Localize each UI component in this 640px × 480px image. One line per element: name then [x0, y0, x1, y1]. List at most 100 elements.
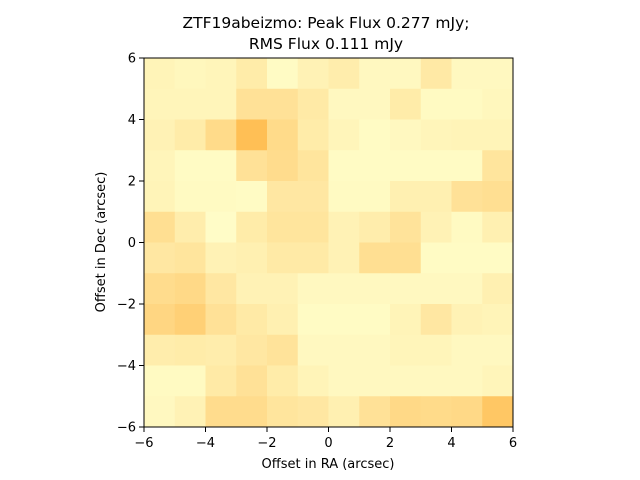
heatmap-cell	[205, 334, 237, 366]
heatmap-cell	[451, 365, 483, 397]
heatmap-cell	[390, 273, 422, 305]
heatmap-cell	[482, 119, 514, 151]
heatmap-cell	[236, 242, 268, 274]
heatmap-cell	[359, 181, 391, 213]
heatmap-cell	[420, 211, 452, 243]
heatmap-cell	[390, 88, 422, 120]
heatmap-cell	[205, 119, 237, 151]
heatmap-cell	[297, 58, 329, 90]
heatmap-cell	[297, 181, 329, 213]
heatmap-cell	[390, 150, 422, 182]
heatmap-cell	[328, 273, 360, 305]
heatmap-cell	[174, 88, 206, 120]
x-tick-label: −4	[196, 436, 215, 451]
heatmap-cell	[328, 396, 360, 428]
heatmap-cell	[267, 150, 299, 182]
heatmap-cell	[236, 150, 268, 182]
heatmap-cell	[174, 58, 206, 90]
heatmap-cell	[297, 273, 329, 305]
heatmap-cell	[420, 58, 452, 90]
heatmap-cell	[328, 211, 360, 243]
heatmap-cell	[359, 304, 391, 336]
heatmap-cell	[297, 242, 329, 274]
heatmap-cell	[328, 304, 360, 336]
heatmap-cell	[451, 150, 483, 182]
heatmap-cell	[451, 273, 483, 305]
heatmap-cell	[144, 242, 176, 274]
y-tick-label: 6	[128, 52, 136, 67]
heatmap-cell	[205, 88, 237, 120]
heatmap-cell	[359, 365, 391, 397]
heatmap-cell	[420, 150, 452, 182]
heatmap-cell	[174, 334, 206, 366]
heatmap-cell	[144, 211, 176, 243]
y-axis-ticks: −6 −4 −2 0 2 4 6	[117, 52, 144, 436]
heatmap-cell	[420, 304, 452, 336]
y-tick-label: −2	[117, 298, 136, 313]
heatmap-cell	[174, 150, 206, 182]
heatmap-cell	[297, 396, 329, 428]
heatmap-cell	[297, 150, 329, 182]
heatmap-cell	[420, 365, 452, 397]
heatmap-cell	[174, 119, 206, 151]
y-tick-label: 4	[128, 113, 136, 128]
heatmap-cell	[482, 211, 514, 243]
heatmap-cell	[144, 273, 176, 305]
heatmap-cell	[236, 119, 268, 151]
heatmap-cell	[482, 58, 514, 90]
heatmap-cell	[451, 88, 483, 120]
heatmap-cell	[297, 334, 329, 366]
heatmap-cell	[420, 88, 452, 120]
heatmap-cell	[482, 88, 514, 120]
y-tick-label: 0	[128, 236, 136, 251]
heatmap-cells	[144, 58, 514, 428]
heatmap-cell	[451, 304, 483, 336]
heatmap-cell	[359, 58, 391, 90]
heatmap-cell	[359, 334, 391, 366]
heatmap-cell	[420, 181, 452, 213]
heatmap-cell	[328, 242, 360, 274]
x-tick-label: 0	[324, 436, 332, 451]
heatmap-cell	[328, 58, 360, 90]
heatmap-cell	[236, 396, 268, 428]
heatmap-cell	[451, 334, 483, 366]
heatmap-cell	[267, 58, 299, 90]
y-tick-label: −4	[117, 359, 136, 374]
heatmap-cell	[236, 273, 268, 305]
x-tick-label: 6	[509, 436, 517, 451]
heatmap-cell	[390, 334, 422, 366]
heatmap-cell	[482, 181, 514, 213]
heatmap-cell	[451, 396, 483, 428]
heatmap-cell	[267, 365, 299, 397]
heatmap-cell	[390, 242, 422, 274]
heatmap-cell	[297, 365, 329, 397]
heatmap-cell	[359, 396, 391, 428]
heatmap-cell	[267, 273, 299, 305]
heatmap-cell	[482, 334, 514, 366]
x-tick-label: −2	[257, 436, 276, 451]
heatmap-cell	[390, 396, 422, 428]
heatmap-cell	[390, 304, 422, 336]
heatmap-cell	[267, 242, 299, 274]
heatmap-cell	[236, 181, 268, 213]
heatmap-cell	[420, 396, 452, 428]
heatmap-cell	[144, 150, 176, 182]
heatmap-cell	[328, 365, 360, 397]
heatmap-cell	[328, 88, 360, 120]
heatmap-cell	[390, 58, 422, 90]
heatmap-cell	[420, 273, 452, 305]
heatmap-cell	[267, 181, 299, 213]
heatmap-cell	[390, 365, 422, 397]
heatmap-cell	[482, 396, 514, 428]
heatmap-cell	[390, 181, 422, 213]
x-tick-label: −6	[134, 436, 153, 451]
heatmap-cell	[482, 365, 514, 397]
heatmap-cell	[205, 150, 237, 182]
heatmap-cell	[451, 181, 483, 213]
heatmap-cell	[174, 304, 206, 336]
heatmap-cell	[451, 242, 483, 274]
heatmap-cell	[297, 304, 329, 336]
x-tick-label: 4	[447, 436, 455, 451]
heatmap-cell	[205, 365, 237, 397]
heatmap-cell	[359, 119, 391, 151]
